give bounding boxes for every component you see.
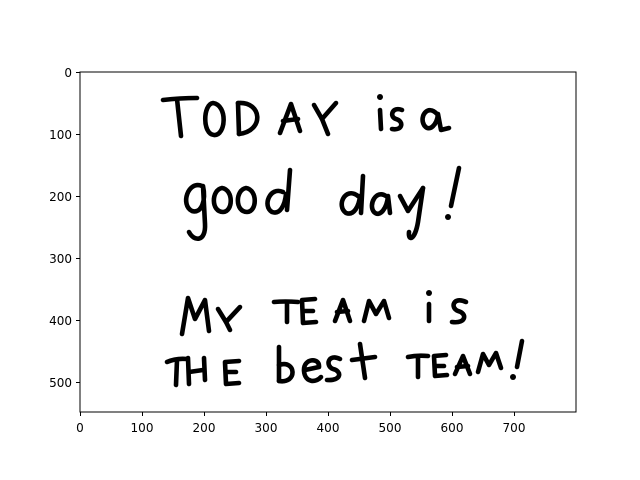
handwriting-line-2 [183, 165, 462, 241]
x-tick-label: 500 [379, 421, 402, 435]
y-tick-label: 500 [49, 376, 72, 390]
x-tick-label: 300 [255, 421, 278, 435]
y-axis: 0 100 200 300 400 500 [49, 66, 80, 390]
handwriting-line-4 [164, 338, 525, 388]
x-tick-label: 0 [76, 421, 84, 435]
x-tick-label: 100 [131, 421, 154, 435]
y-tick-label: 400 [49, 314, 72, 328]
y-tick-label: 200 [49, 190, 72, 204]
x-tick-label: 700 [503, 421, 526, 435]
y-tick-label: 0 [64, 66, 72, 80]
y-tick-label: 100 [49, 128, 72, 142]
handwriting-image [160, 94, 525, 388]
handwriting-line-1 [160, 94, 452, 139]
y-tick-label: 300 [49, 252, 72, 266]
x-tick-label: 600 [441, 421, 464, 435]
x-tick-label: 200 [193, 421, 216, 435]
x-axis: 0 100 200 300 400 500 600 700 [76, 412, 525, 435]
handwriting-line-3 [179, 290, 469, 337]
x-tick-label: 400 [317, 421, 340, 435]
